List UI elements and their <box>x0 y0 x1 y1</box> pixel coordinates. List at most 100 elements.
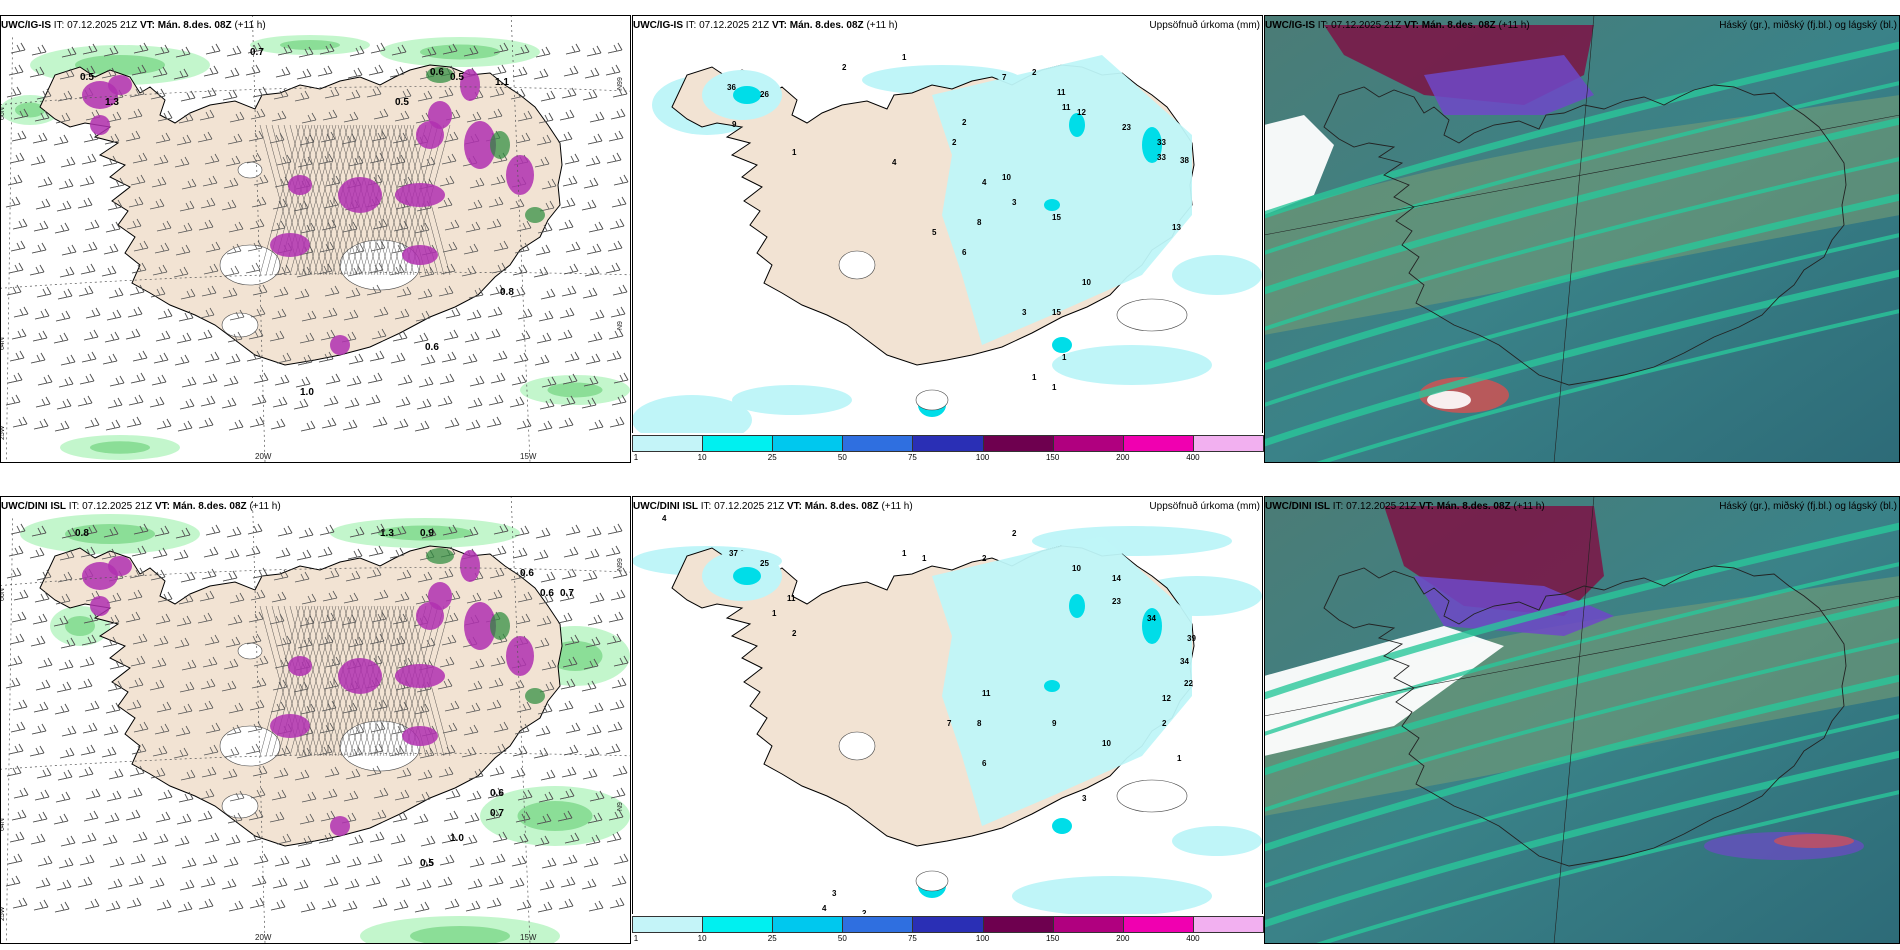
panel-title: UWC/IG-IS IT: 07.12.2025 21Z VT: Mán. 8.… <box>1 20 266 31</box>
wind-barb <box>223 658 239 670</box>
glacier <box>237 161 263 179</box>
wind-barb <box>609 897 625 909</box>
wind-barb <box>56 200 72 212</box>
hatch-line <box>289 605 331 757</box>
wind-barb <box>154 44 170 56</box>
wind-barb <box>157 110 173 122</box>
wind-barb <box>512 547 528 559</box>
wind-barb <box>493 240 509 252</box>
wind-barb <box>274 374 290 386</box>
wind-barb <box>486 699 502 711</box>
wind-barb <box>463 526 479 538</box>
precip-value: 1.3 <box>380 528 394 539</box>
accum-amount: 11 <box>982 689 991 698</box>
wind-barb <box>54 703 70 715</box>
hatch-line <box>283 605 325 757</box>
wind-barb <box>587 614 603 626</box>
panel-title: UWC/DINI ISL IT: 07.12.2025 21Z VT: Mán.… <box>1265 501 1545 512</box>
wind-barb <box>320 131 336 143</box>
colorbar-tick: 1 <box>633 934 639 943</box>
wind-barb <box>372 897 388 909</box>
wind-barb <box>373 306 389 318</box>
precip-blob <box>428 582 452 610</box>
accum-amount: 3 <box>1012 198 1017 207</box>
wind-barb <box>273 88 289 100</box>
wind-barb <box>85 788 101 800</box>
wind-barb <box>317 546 333 558</box>
wind-barb <box>540 769 556 781</box>
wind-barb <box>108 287 124 299</box>
accum-amount: 10 <box>1002 173 1011 182</box>
wind-barb <box>273 569 289 581</box>
wind-barb <box>248 809 264 821</box>
wind-barb <box>107 680 123 692</box>
wind-barb <box>249 897 265 909</box>
accum-amount: 1 <box>1032 373 1037 382</box>
wind-barb <box>229 790 245 802</box>
wind-barb <box>173 747 189 759</box>
wind-barb <box>35 198 51 210</box>
wind-barb <box>609 416 625 428</box>
wind-barb <box>248 611 264 623</box>
wind-barb <box>414 420 430 432</box>
wind-barb <box>34 789 50 801</box>
wind-barb <box>343 592 359 604</box>
wind-barb <box>613 853 629 865</box>
panel-dini-wind: 0.8 1.3 0.9 0.6 0.7 0.6 0.7 1.0 0.6 0.5 66N 64N N99 N… <box>0 496 631 944</box>
wind-barb <box>156 899 172 911</box>
wind-barb <box>9 350 25 362</box>
accum-high <box>1044 199 1060 211</box>
wind-barb <box>342 702 358 714</box>
wind-barb <box>78 285 94 297</box>
lat-label: 64N <box>0 337 6 350</box>
wind-barb <box>7 655 23 667</box>
wind-barb <box>101 548 117 560</box>
wind-barb <box>175 725 191 737</box>
wind-barb <box>13 306 29 318</box>
wind-barb <box>420 637 436 649</box>
wind-barb <box>469 177 485 189</box>
wind-barb <box>514 525 530 537</box>
wind-barb <box>299 332 315 344</box>
wind-barb <box>344 397 360 409</box>
wind-barb <box>175 527 191 539</box>
grid-line <box>1264 595 1900 717</box>
accum-high <box>1069 594 1085 618</box>
wind-barb <box>324 568 340 580</box>
wind-barb <box>149 396 165 408</box>
wind-barb <box>414 901 430 913</box>
wind-barb <box>250 787 266 799</box>
wind-barb <box>371 611 387 623</box>
accum-amount: 9 <box>1052 719 1057 728</box>
precip-value: 0.7 <box>560 588 574 599</box>
wind-barb <box>395 396 411 408</box>
accum-amount: 26 <box>760 90 769 99</box>
wind-barb <box>272 198 288 210</box>
wind-barb <box>205 43 221 55</box>
accum-amount: 22 <box>1184 679 1193 688</box>
wind-barb <box>205 524 221 536</box>
wind-barb <box>557 810 573 822</box>
accum-amount: 33 <box>1157 153 1166 162</box>
wind-barb <box>228 900 244 912</box>
wind-barb <box>84 898 100 910</box>
wind-barb <box>466 790 482 802</box>
wind-barb <box>417 288 433 300</box>
wind-barb <box>534 354 550 366</box>
wind-barb <box>224 548 240 560</box>
wind-barb <box>293 200 309 212</box>
glacier <box>219 244 281 286</box>
wind-barb <box>586 243 602 255</box>
wind-barb <box>438 766 454 778</box>
wind-barb <box>538 593 554 605</box>
wind-barb <box>101 67 117 79</box>
wind-barb <box>345 287 361 299</box>
wind-barb <box>174 156 190 168</box>
wind-barb <box>269 811 285 823</box>
wind-barb <box>442 524 458 536</box>
wind-barb <box>296 68 312 80</box>
wind-barb <box>33 899 49 911</box>
wind-barb <box>151 657 167 669</box>
wind-barb <box>299 134 315 146</box>
wind-barb <box>150 569 166 581</box>
